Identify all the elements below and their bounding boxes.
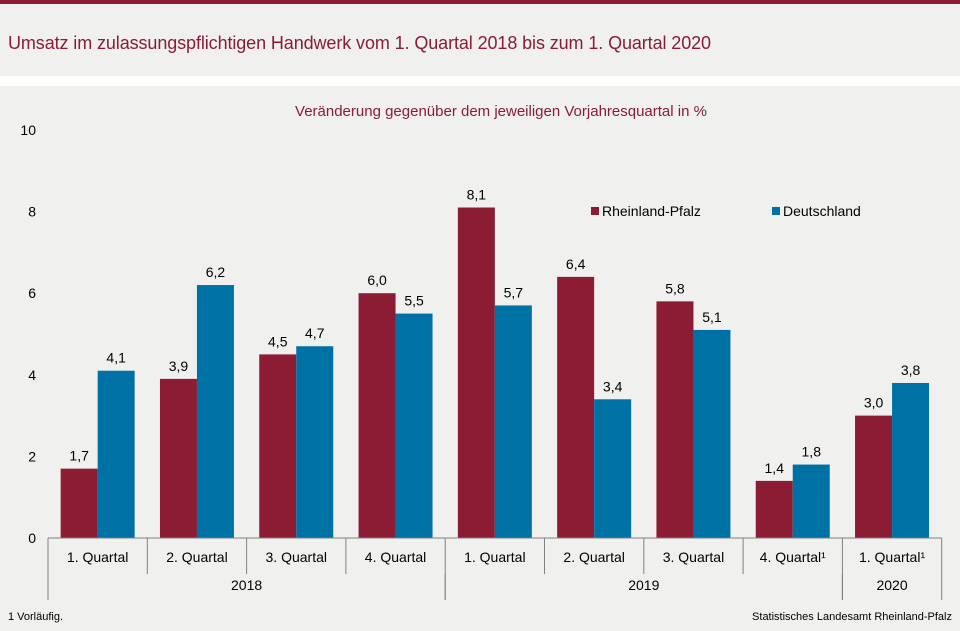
data-label: 5,8 <box>665 280 685 296</box>
data-label: 4,5 <box>268 333 288 349</box>
source-credit: Statistisches Landesamt Rheinland-Pfalz <box>752 611 952 623</box>
legend: Rheinland-Pfalz Deutschland <box>591 203 861 219</box>
bars: 1,7 4,1 3,9 6,2 4,5 4,7 6,0 5,5 8,1 5,7 6,4 3,4 5,8 5… <box>60 187 930 538</box>
x-axis: 1. Quartal 2. Quartal 3. Quartal 4. Quartal… <box>47 537 943 600</box>
header: Umsatz im zulassungspflichtigen Handwerk… <box>0 4 960 76</box>
bar-rheinland-pfalz <box>557 276 595 538</box>
bar-rheinland-pfalz <box>656 301 694 538</box>
bar-rheinland-pfalz <box>358 293 396 538</box>
data-label: 3,0 <box>864 395 884 411</box>
bar-deutschland <box>693 329 731 538</box>
bar-deutschland <box>594 399 632 538</box>
y-tick-label: 2 <box>28 448 36 464</box>
x-category-label: 3. Quartal <box>663 549 724 565</box>
legend-label: Deutschland <box>783 203 861 219</box>
x-category-label: 2. Quartal <box>563 549 624 565</box>
y-tick-label: 10 <box>20 122 36 138</box>
x-category-label: 4. Quartal¹ <box>760 549 826 565</box>
bar-rheinland-pfalz <box>855 415 893 538</box>
y-tick-label: 8 <box>28 204 36 220</box>
x-group-label: 2019 <box>628 577 659 593</box>
x-category-label: 1. Quartal¹ <box>859 549 925 565</box>
data-label: 4,7 <box>305 325 325 341</box>
bar-deutschland <box>494 305 532 538</box>
data-label: 4,1 <box>106 350 126 366</box>
x-group-label: 2020 <box>876 577 907 593</box>
data-label: 3,8 <box>901 362 921 378</box>
top-accent-bar <box>0 0 960 4</box>
chart-title: Umsatz im zulassungspflichtigen Handwerk… <box>8 33 711 53</box>
bar-rheinland-pfalz <box>457 207 495 538</box>
legend-label: Rheinland-Pfalz <box>602 203 701 219</box>
y-axis: 0 2 4 6 8 10 <box>20 122 36 546</box>
data-label: 5,1 <box>702 309 722 325</box>
data-label: 1,4 <box>765 460 785 476</box>
data-label: 1,8 <box>802 444 822 460</box>
data-label: 3,4 <box>603 378 623 394</box>
y-tick-label: 4 <box>28 367 36 383</box>
x-category-label: 1. Quartal <box>464 549 525 565</box>
bar-deutschland <box>792 464 830 538</box>
data-label: 5,5 <box>404 293 424 309</box>
legend-swatch <box>591 207 599 215</box>
x-category-label: 1. Quartal <box>67 549 128 565</box>
bar-deutschland <box>97 370 135 538</box>
bar-rheinland-pfalz <box>755 480 793 538</box>
chart-subtitle: Veränderung gegenüber dem jeweiligen Vor… <box>295 103 707 120</box>
data-label: 3,9 <box>169 358 189 374</box>
bar-deutschland <box>395 313 433 538</box>
data-label: 8,1 <box>467 187 487 203</box>
legend-swatch <box>772 207 780 215</box>
data-label: 1,7 <box>69 448 89 464</box>
data-label: 6,0 <box>367 272 387 288</box>
y-tick-label: 0 <box>28 530 36 546</box>
x-category-label: 3. Quartal <box>266 549 327 565</box>
data-label: 6,4 <box>566 256 586 272</box>
bar-rheinland-pfalz <box>159 378 197 538</box>
x-group-label: 2018 <box>231 577 262 593</box>
bar-rheinland-pfalz <box>259 354 297 538</box>
x-category-label: 4. Quartal <box>365 549 426 565</box>
bar-deutschland <box>892 382 930 538</box>
y-tick-label: 6 <box>28 285 36 301</box>
bar-rheinland-pfalz <box>60 468 98 538</box>
bar-deutschland <box>196 285 234 538</box>
x-category-label: 2. Quartal <box>166 549 227 565</box>
bar-deutschland <box>296 346 334 538</box>
data-label: 5,7 <box>504 284 524 300</box>
footnote: 1 Vorläufig. <box>8 611 64 623</box>
data-label: 6,2 <box>206 264 226 280</box>
